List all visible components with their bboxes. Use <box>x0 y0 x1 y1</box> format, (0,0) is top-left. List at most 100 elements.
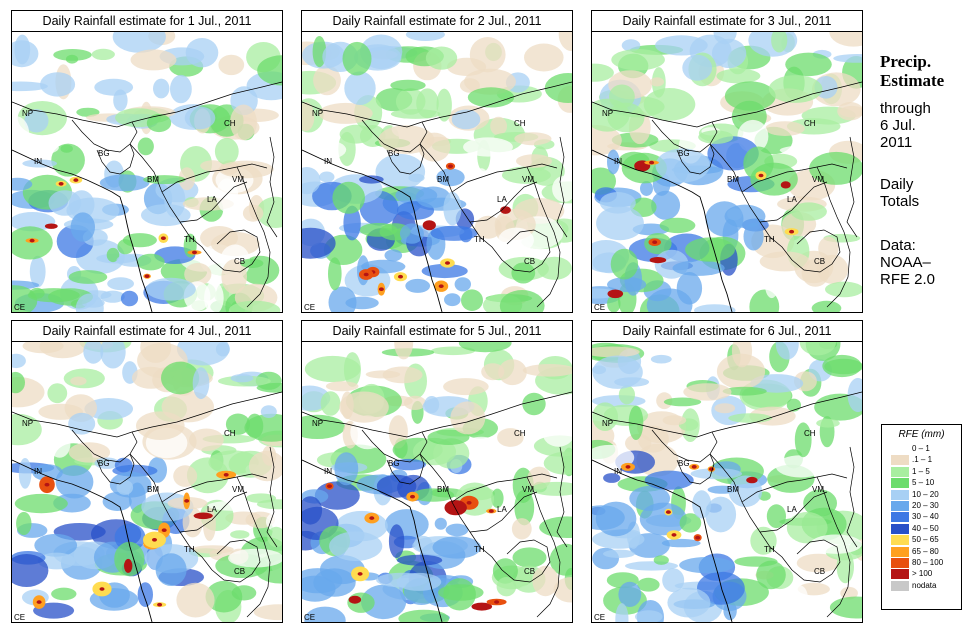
rainfall-cell <box>491 488 504 508</box>
rainfall-cell <box>775 455 826 478</box>
rainfall-field: NP CH IN BG BM VM LA TH CB CE <box>592 32 862 312</box>
rainfall-cell <box>304 606 346 622</box>
legend-label: 20 – 30 <box>912 500 939 510</box>
extreme-rain-cell <box>357 572 363 576</box>
rainfall-cell <box>816 418 840 428</box>
country-border <box>469 181 538 223</box>
extreme-rain-cell <box>73 178 79 182</box>
country-border <box>211 229 261 273</box>
country-label-th: TH <box>474 545 485 554</box>
rainfall-cell <box>136 411 185 440</box>
extreme-rain-cell <box>125 564 131 568</box>
rainfall-cell <box>592 402 618 431</box>
country-label-np: NP <box>602 419 613 428</box>
rainfall-cell <box>705 496 737 533</box>
rainfall-cell <box>662 568 685 593</box>
rainfall-cell <box>467 87 515 108</box>
rainfall-cell <box>230 374 254 383</box>
data-line-1: Data: <box>880 237 916 254</box>
country-border <box>236 476 271 618</box>
country-label-th: TH <box>764 545 775 554</box>
rainfall-cell <box>130 49 177 71</box>
rainfall-cell <box>759 251 810 272</box>
country-label-np: NP <box>312 109 323 118</box>
country-label-th: TH <box>184 545 195 554</box>
rainfall-cell <box>192 545 234 554</box>
rainfall-cell <box>170 74 192 104</box>
rainfall-cell <box>464 68 516 95</box>
rainfall-cell <box>141 204 191 227</box>
coastline <box>12 149 153 312</box>
end-date-line-2: 2011 <box>880 134 913 151</box>
rainfall-cell <box>256 196 282 228</box>
rainfall-cell <box>394 342 414 360</box>
country-label-vm: VM <box>232 175 244 184</box>
rainfall-cell <box>313 65 341 96</box>
map-panel-3: Daily Rainfall estimate for 3 Jul., 2011… <box>591 10 863 313</box>
rainfall-cell <box>743 222 764 251</box>
rainfall-cell <box>511 262 536 284</box>
country-label-ce: CE <box>594 613 605 622</box>
rainfall-cell <box>750 374 804 393</box>
country-border <box>556 446 568 548</box>
rainfall-cell <box>549 543 572 576</box>
rainfall-cell <box>65 54 79 64</box>
legend-swatch <box>891 580 909 591</box>
rainfall-cell <box>60 144 73 153</box>
totals-line-2: Totals <box>880 193 920 210</box>
rainfall-cell <box>136 253 165 271</box>
rainfall-cell <box>635 610 663 622</box>
rainfall-cell <box>498 359 527 386</box>
country-border <box>846 446 858 548</box>
rainfall-cell <box>18 458 32 489</box>
country-label-cb: CB <box>814 567 825 576</box>
rainfall-cell <box>607 149 620 175</box>
country-label-np: NP <box>312 419 323 428</box>
rainfall-cell <box>228 300 281 312</box>
rainfall-cell <box>603 473 621 483</box>
rainfall-cell <box>100 342 126 369</box>
rainfall-cell <box>436 168 465 187</box>
rainfall-cell <box>427 429 470 445</box>
rainfall-cell <box>40 72 76 97</box>
rainfall-cell <box>628 405 644 440</box>
rainfall-cell <box>176 582 215 618</box>
rainfall-map: NP CH IN BG BM VM LA TH CB CE <box>301 341 573 623</box>
legend-swatch <box>891 557 909 568</box>
rainfall-cell <box>302 102 315 132</box>
rainfall-cell <box>430 225 478 241</box>
rainfall-cell <box>244 413 282 442</box>
country-border <box>501 539 551 583</box>
rainfall-cell <box>803 489 837 517</box>
rainfall-cell <box>522 364 572 377</box>
extreme-rain-cell <box>152 538 157 542</box>
country-border <box>451 473 558 503</box>
rainfall-cell <box>146 277 196 301</box>
country-label-bg: BG <box>678 459 690 468</box>
rainfall-cell <box>34 533 78 557</box>
rainfall-cell <box>75 293 104 312</box>
rainfall-cell <box>651 190 681 220</box>
country-border <box>361 119 428 153</box>
country-border <box>71 429 138 463</box>
rainfall-cell <box>425 46 458 70</box>
rainfall-cell <box>415 186 451 208</box>
legend-label: nodata <box>912 580 937 590</box>
country-border <box>386 143 425 175</box>
coastline <box>12 459 153 622</box>
rainfall-cell <box>659 217 696 234</box>
rainfall-field: NP CH IN BG BM VM LA TH CB CE <box>12 342 282 622</box>
extreme-rain-cell <box>649 160 655 165</box>
extreme-rain-cell <box>378 287 384 291</box>
rainfall-cell <box>655 148 710 183</box>
rainfall-cell <box>184 106 216 130</box>
legend-item: 50 – 65 <box>882 534 961 546</box>
rainfall-cell <box>345 296 379 310</box>
country-border <box>161 473 268 503</box>
rainfall-cell <box>603 549 635 558</box>
rainfall-cell <box>207 500 257 511</box>
country-border <box>676 143 715 175</box>
extreme-rain-cell <box>665 510 671 514</box>
legend-label: 80 – 100 <box>912 557 944 567</box>
country-label-np: NP <box>22 419 33 428</box>
